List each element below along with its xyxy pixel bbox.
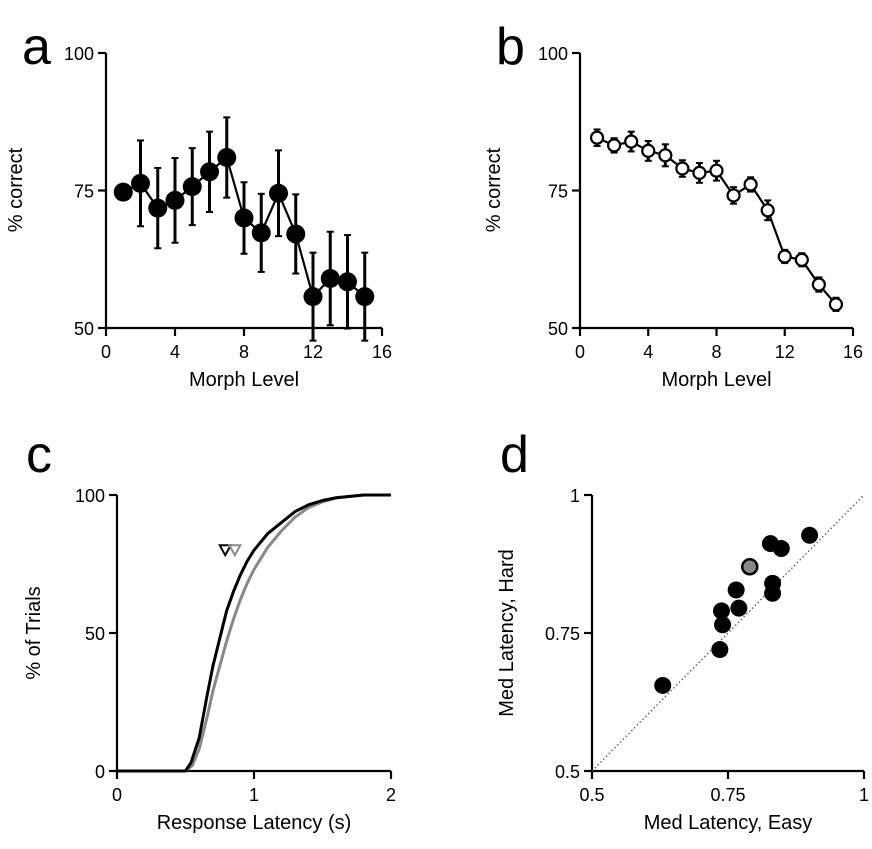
y-tick-label: 0 — [95, 762, 105, 782]
data-point — [234, 208, 254, 228]
y-axis-label: % of Trials — [23, 586, 45, 679]
data-point — [320, 269, 340, 288]
x-tick-label: 12 — [303, 342, 323, 362]
scatter-point — [712, 602, 730, 620]
data-point — [794, 252, 809, 267]
x-axis-label: Morph Level — [189, 369, 299, 391]
scatter-point — [741, 558, 759, 576]
data-point — [641, 143, 656, 158]
x-tick-label: 16 — [372, 342, 392, 362]
y-axis-label: % correct — [5, 147, 27, 232]
data-point — [338, 272, 357, 292]
data-point — [182, 177, 202, 197]
data-point — [251, 223, 271, 243]
panel-letter-a: a — [22, 18, 51, 76]
y-tick-label: 100 — [75, 486, 105, 506]
data-point — [828, 297, 844, 312]
y-tick-label: 1 — [570, 486, 580, 506]
x-axis-label: Response Latency (s) — [157, 812, 352, 834]
x-tick-label: 12 — [775, 342, 795, 362]
data-point — [709, 163, 724, 178]
scatter-point — [654, 676, 672, 694]
data-point — [743, 177, 758, 192]
unity-line — [591, 494, 865, 772]
y-tick-label: 50 — [74, 319, 94, 339]
x-tick-label: 8 — [239, 342, 249, 362]
panel-c-plot: 0 1 2 0 50 100 Response Latency (s) % of Trials — [23, 486, 396, 834]
data-point — [675, 161, 690, 176]
panel-letter-d: d — [500, 426, 529, 484]
y-tick-label: 50 — [548, 319, 568, 339]
scatter-point — [801, 526, 819, 544]
x-axis-label: Med Latency, Easy — [644, 812, 813, 834]
data-point — [148, 198, 168, 218]
data-point — [777, 249, 792, 264]
y-axis-label: % correct — [483, 147, 505, 232]
data-point — [589, 130, 605, 145]
median-marker — [227, 544, 243, 558]
panel-letter-c: c — [26, 426, 52, 484]
x-tick-label: 0 — [101, 342, 111, 362]
data-point — [760, 203, 775, 218]
data-point — [726, 188, 741, 203]
panel-b-plot: 0 4 8 12 16 50 75 100 Morph Level % correct — [483, 44, 863, 391]
panel-a-plot: 0 4 8 12 16 50 75 100 Morph Level % correct — [5, 44, 392, 391]
data-point — [217, 148, 237, 167]
x-tick-label: 0.75 — [710, 785, 745, 805]
x-tick-label: 0.5 — [579, 785, 604, 805]
x-tick-label: 4 — [170, 342, 180, 362]
y-tick-label: 100 — [538, 44, 568, 64]
x-tick-label: 16 — [843, 342, 863, 362]
x-tick-label: 1 — [859, 785, 869, 805]
data-point — [607, 138, 622, 153]
data-point — [692, 165, 707, 180]
x-tick-label: 4 — [643, 342, 653, 362]
data-point — [303, 287, 323, 307]
y-tick-label: 75 — [548, 182, 568, 202]
x-tick-label: 0 — [112, 785, 122, 805]
panel-d-plot: 0.5 0.75 1 0.5 0.75 1 Med Latency, Easy Med Lat… — [496, 486, 869, 834]
data-point — [113, 182, 133, 202]
data-point — [131, 173, 150, 193]
panel-letter-b: b — [496, 18, 525, 76]
x-tick-label: 0 — [575, 342, 585, 362]
data-point — [269, 183, 288, 203]
y-tick-label: 75 — [74, 182, 94, 202]
y-tick-label: 100 — [64, 44, 94, 64]
y-axis-label: Med Latency, Hard — [496, 549, 518, 717]
scatter-point — [711, 641, 729, 659]
cumulative-curve — [117, 493, 391, 773]
data-point — [658, 148, 673, 163]
y-tick-label: 0.5 — [555, 762, 580, 782]
data-point — [286, 224, 306, 244]
cumulative-curve — [117, 493, 391, 773]
median-marker — [218, 544, 233, 558]
scatter-point — [730, 599, 748, 617]
scatter-point — [764, 584, 782, 602]
scatter-point — [714, 616, 732, 634]
y-tick-label: 50 — [85, 624, 105, 644]
y-tick-label: 0.75 — [545, 624, 580, 644]
x-tick-label: 2 — [386, 785, 396, 805]
data-point — [200, 162, 219, 182]
scatter-point — [727, 581, 745, 599]
data-point — [811, 277, 826, 292]
x-tick-label: 8 — [711, 342, 721, 362]
x-tick-label: 1 — [249, 785, 259, 805]
data-point — [355, 287, 375, 307]
data-point — [624, 134, 639, 149]
x-axis-label: Morph Level — [661, 369, 771, 391]
data-point — [165, 190, 185, 210]
scatter-point — [772, 540, 790, 558]
